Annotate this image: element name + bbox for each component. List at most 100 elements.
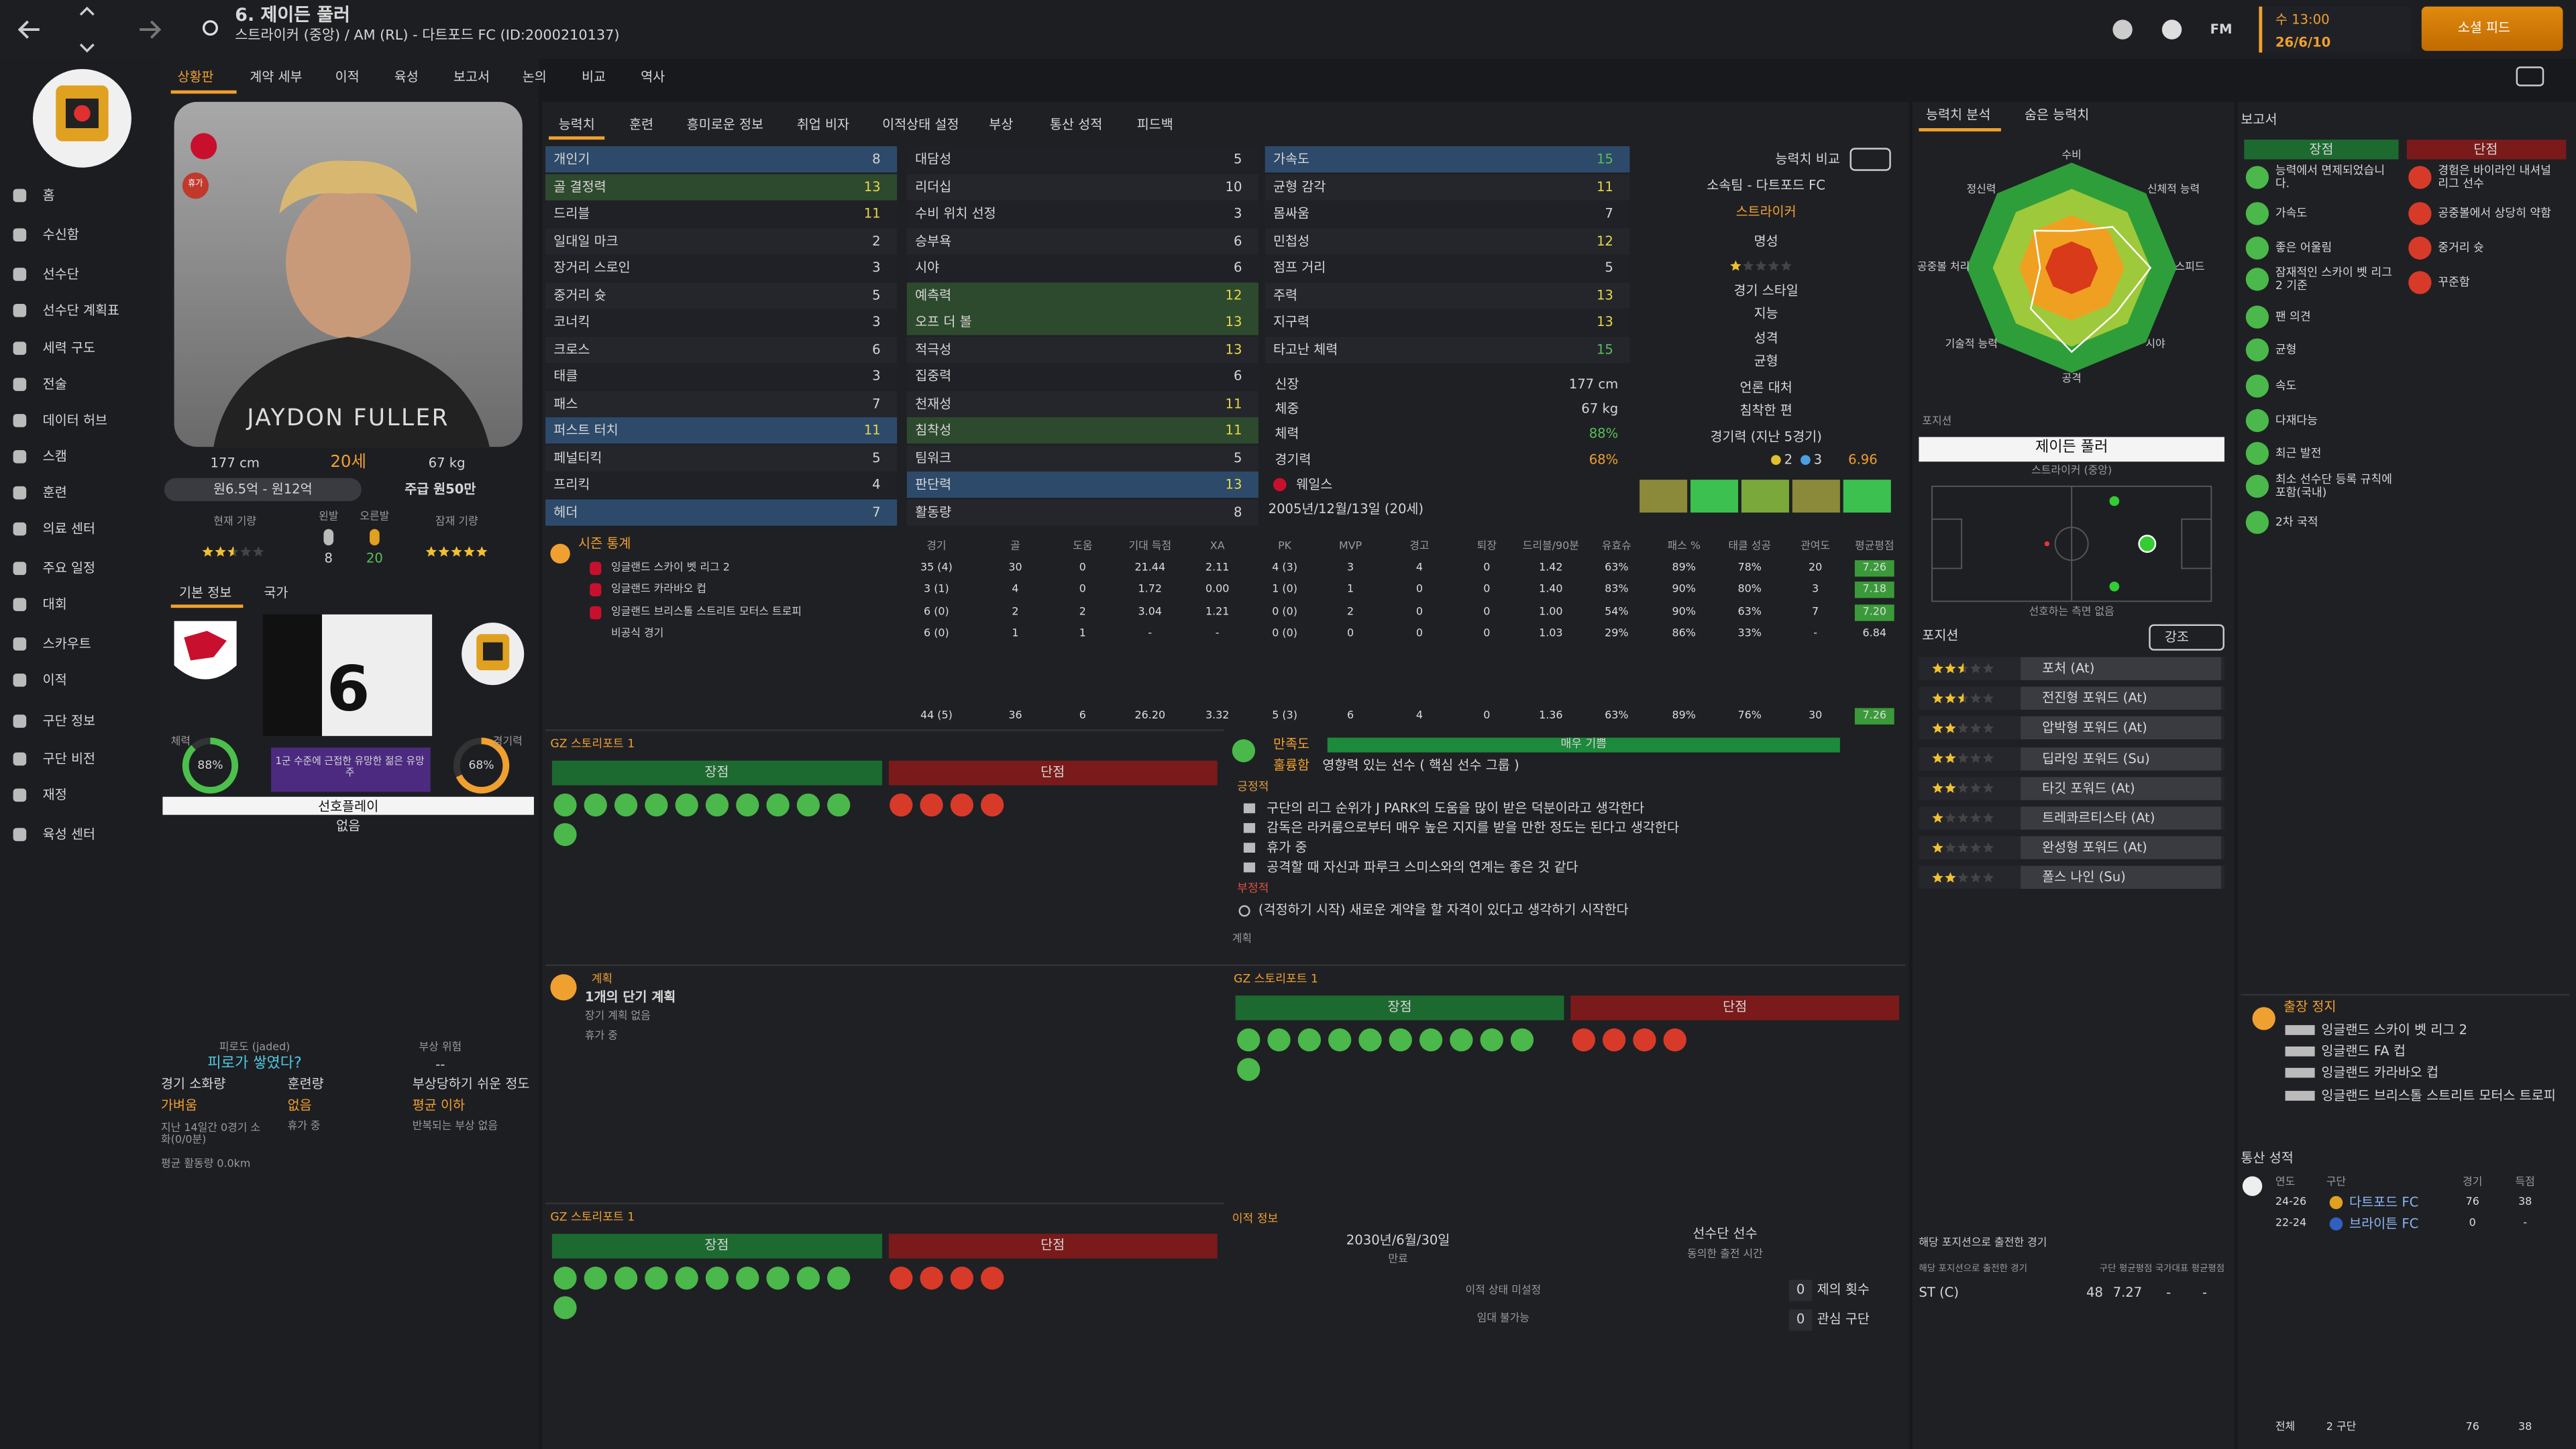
subtab[interactable]: 부상 [989, 117, 1014, 132]
nav-item[interactable]: 스카우트 [42, 636, 91, 651]
tab[interactable]: 기본 정보 [178, 585, 232, 600]
description: 1군 수준에 근접한 유망한 젊은 유망주 [275, 755, 425, 779]
compare-button[interactable]: 능력치 비교 [1775, 152, 1840, 167]
strength-item: 팬 의견 [2275, 310, 2311, 324]
tab[interactable]: 계약 세부 [250, 69, 303, 85]
highlight[interactable]: 강조 [2164, 629, 2189, 645]
nav-item[interactable]: 수신함 [42, 227, 79, 242]
social-feed-button[interactable]: 소셜 피드 [2457, 20, 2511, 36]
star [1945, 782, 1956, 793]
nav-item[interactable]: 선수단 계획표 [42, 303, 120, 318]
role-name[interactable]: 트레콰르티스타 (At) [2042, 810, 2155, 826]
attribute-row [906, 390, 1258, 417]
role-name[interactable]: 포처 (At) [2042, 661, 2095, 676]
star-rating [425, 546, 488, 557]
nav-item[interactable]: 선수단 [42, 266, 79, 282]
subtab[interactable]: 이적상태 설정 [882, 117, 959, 132]
subtab[interactable]: 피드백 [1136, 117, 1173, 132]
nav-item[interactable]: 재정 [42, 788, 67, 803]
forward-arrow[interactable] [140, 20, 162, 39]
role-name[interactable]: 완성형 포워드 (At) [2042, 840, 2147, 855]
date: 26/6/10 [2275, 35, 2331, 50]
role-name[interactable]: 전진형 포워드 (At) [2042, 691, 2147, 706]
detail-label: 신장 [1275, 376, 1299, 392]
role-dropdown[interactable] [2021, 716, 2222, 740]
career-cell: 0 [2469, 1216, 2476, 1230]
nav-item[interactable]: 전술 [42, 376, 67, 392]
column-header: 평균평점 [2191, 1265, 2225, 1275]
attribute-name: 활동량 [915, 504, 952, 519]
tab[interactable]: 논의 [522, 69, 547, 85]
nav-item[interactable]: 의료 센터 [42, 521, 96, 537]
tab[interactable]: 보고서 [453, 69, 490, 85]
star [1957, 692, 1964, 704]
club-icon [2329, 1195, 2343, 1210]
nav-item[interactable]: 스캠 [42, 449, 67, 464]
nav-item[interactable]: 세력 구도 [42, 340, 96, 356]
tab[interactable]: 숨은 능력치 [2024, 107, 2090, 123]
role-dropdown[interactable] [2021, 806, 2222, 830]
nav-item[interactable]: 데이터 허브 [42, 413, 108, 428]
column-header: 평균평점 [2118, 1265, 2153, 1275]
attribute-value: 3 [872, 368, 881, 384]
nav-item[interactable]: 육성 센터 [42, 826, 96, 842]
stat-cell: 86% [1672, 626, 1696, 640]
attribute-name: 점프 거리 [1273, 260, 1326, 275]
nav-item[interactable]: 이적 [42, 672, 67, 688]
nav-item[interactable]: 홈 [42, 188, 55, 203]
role-dropdown[interactable] [2021, 747, 2222, 770]
help-icon[interactable] [2161, 19, 2182, 40]
search-icon[interactable] [202, 20, 218, 36]
tab[interactable]: 상황판 [177, 69, 214, 85]
compare-dropdown[interactable] [1849, 148, 1891, 171]
stat-total: 0 [1483, 708, 1491, 722]
role-dropdown[interactable] [2021, 866, 2222, 890]
tab[interactable]: 이적 [335, 69, 360, 85]
nav-item[interactable]: 주요 일정 [42, 561, 96, 576]
tab[interactable]: 비교 [581, 69, 606, 85]
nav-item[interactable]: 훈련 [42, 485, 67, 500]
report-title: 보고서 [2241, 112, 2277, 127]
subtab[interactable]: 통산 성적 [1049, 117, 1103, 132]
stat-cell: 2 [1012, 604, 1019, 619]
tab[interactable]: 국가 [264, 585, 288, 600]
highlight-dropdown[interactable] [2149, 624, 2224, 651]
back-arrow[interactable] [17, 20, 40, 39]
role-name[interactable]: 타깃 포워드 (At) [2042, 780, 2135, 796]
column-header: 경기 [2463, 1175, 2483, 1189]
role-name[interactable]: 딥라잉 포워드 (Su) [2042, 751, 2150, 766]
layout-icon[interactable] [2516, 66, 2544, 87]
role-dropdown[interactable] [2021, 836, 2222, 860]
icon[interactable] [2112, 19, 2133, 40]
detail-label: 체력 [1275, 426, 1299, 441]
role-name[interactable]: 압박형 포워드 (At) [2042, 720, 2147, 736]
attribute-value: 3 [872, 260, 881, 275]
role-name[interactable]: 폴스 나인 (Su) [2042, 870, 2126, 885]
stat-cell: 63% [1605, 560, 1629, 574]
rating-box [1854, 581, 1894, 598]
nav-item[interactable]: 대회 [42, 596, 67, 612]
tab[interactable]: 육성 [394, 69, 419, 85]
social-button[interactable] [2421, 6, 2563, 51]
nav-icon [13, 752, 27, 766]
tab[interactable]: 능력치 분석 [1926, 107, 1991, 123]
role-dropdown[interactable] [2021, 776, 2222, 800]
strength-icon [2245, 374, 2269, 398]
attribute-name: 예측력 [915, 287, 952, 303]
stat-cell: 1.72 [1138, 582, 1163, 596]
attribute-row [545, 417, 898, 444]
shirt-name: JAYDON FULLER [247, 405, 449, 432]
subtab[interactable]: 훈련 [629, 117, 654, 132]
role-dropdown[interactable] [2021, 657, 2222, 680]
subtab[interactable]: 능력치 [558, 117, 595, 132]
role-dropdown[interactable] [2021, 687, 2222, 710]
tab[interactable]: 역사 [641, 69, 665, 85]
prev-next[interactable] [79, 6, 95, 53]
subtab[interactable]: 흥미로운 정보 [686, 117, 764, 132]
nav-item[interactable]: 구단 비전 [42, 751, 96, 767]
nav-item[interactable]: 구단 정보 [42, 713, 96, 729]
attribute-name: 장거리 스로인 [553, 260, 631, 275]
subtab[interactable]: 취업 비자 [796, 117, 850, 132]
stat-cell: 83% [1605, 582, 1629, 596]
star-slot [1970, 752, 1982, 763]
